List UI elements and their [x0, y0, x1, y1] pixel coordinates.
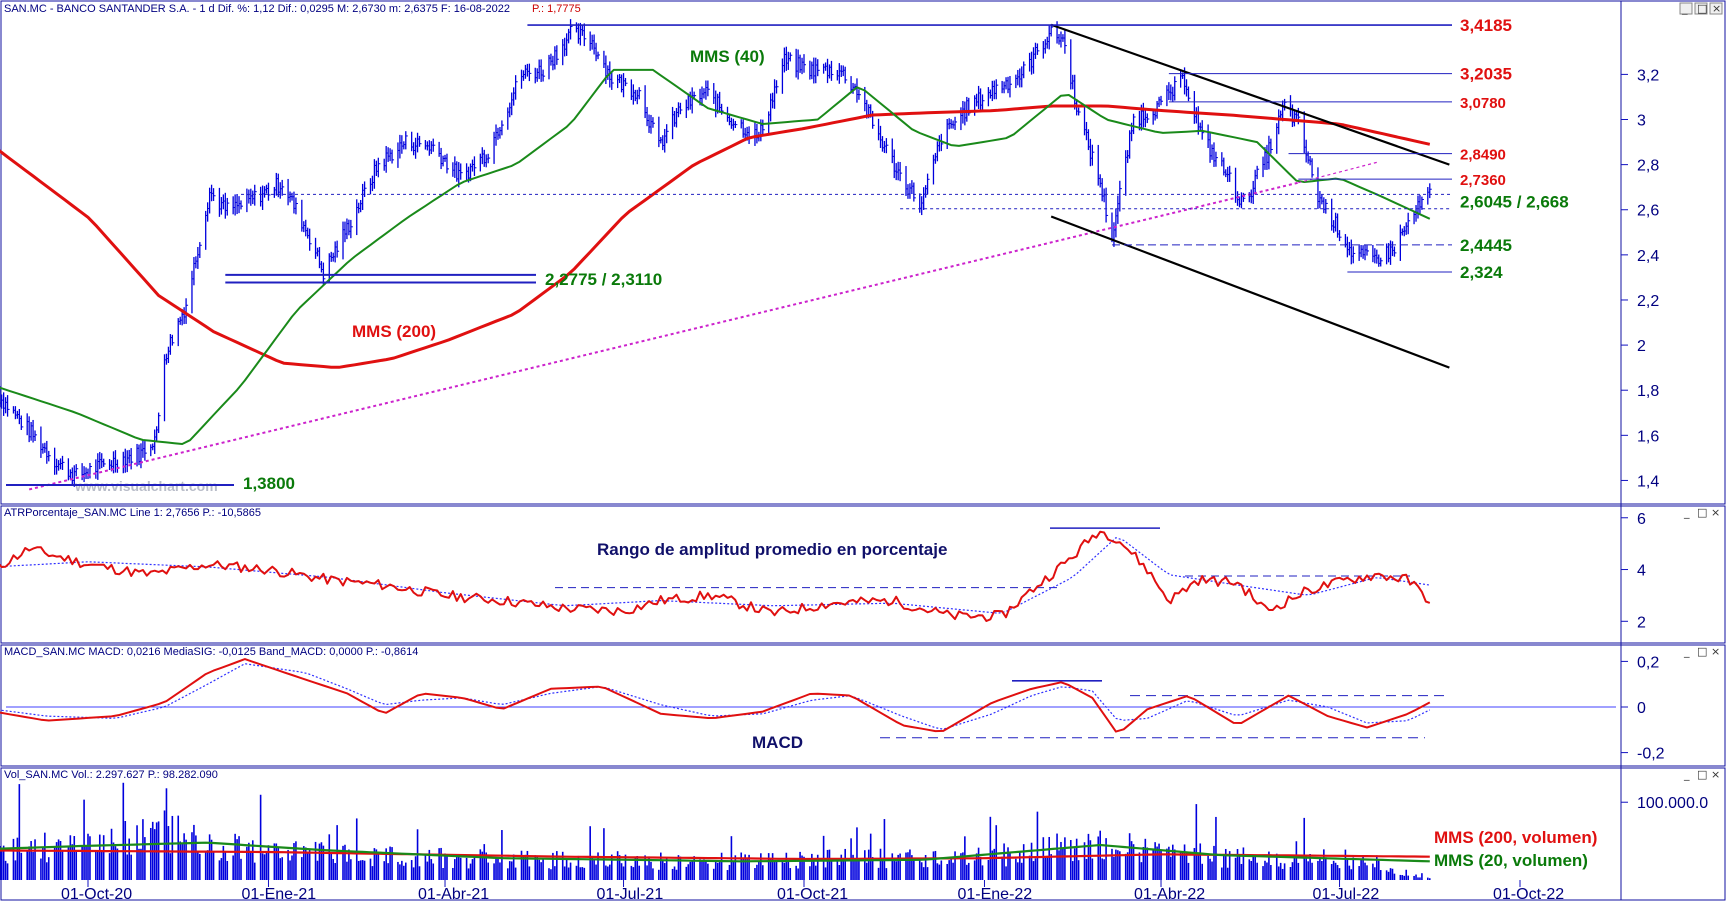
date-label-1: 01-Ene-21 — [241, 886, 316, 902]
level-label-2-8490: 2,8490 — [1460, 147, 1506, 164]
y-tick-label-8: 3 — [1637, 113, 1646, 130]
mms40-label: MMS (40) — [690, 47, 765, 66]
vol-mms200-line — [0, 849, 1430, 861]
macd-line — [0, 658, 1431, 733]
y-tick-label-1: 4 — [1637, 563, 1646, 580]
y-tick-label-0: -0,2 — [1637, 746, 1665, 763]
svg-text:□: □ — [1697, 2, 1707, 15]
svg-text:×: × — [1711, 768, 1720, 781]
atr-signal-line — [0, 537, 1430, 614]
date-axis: 01-Oct-20 01-Ene-21 01-Abr-21 01-Jul-21 01-O… — [61, 880, 1564, 902]
atr-line — [0, 530, 1431, 622]
svg-text:_: _ — [1683, 645, 1690, 658]
macd-window-buttons[interactable]: _ □ × — [1683, 645, 1720, 658]
y-tick-label-3: 2 — [1637, 338, 1646, 355]
macd-panel-header: MACD_SAN.MC MACD: 0,0216 MediaSIG: -0,01… — [4, 646, 418, 658]
svg-text:□: □ — [1697, 506, 1707, 519]
mms200-label: MMS (200) — [352, 322, 436, 341]
level-label-3-2035: 3,2035 — [1460, 65, 1512, 84]
level-label-3-0780: 3,0780 — [1460, 95, 1506, 112]
volume-window-buttons[interactable]: _ □ × — [1683, 768, 1720, 781]
volume-panel-header: Vol_SAN.MC Vol.: 2.297.627 P.: 98.282.09… — [4, 769, 218, 781]
svg-text:□: □ — [1697, 645, 1707, 658]
level-label-2-4445: 2,4445 — [1460, 236, 1512, 255]
price-panel: 1,4 1,6 1,8 2 2,2 2,4 2,6 2,8 3 3,2 3,4185 3,2035 3,… — [0, 16, 1659, 493]
vol-mms200-label: MMS (200, volumen) — [1434, 828, 1597, 847]
price-window-buttons[interactable]: _ □ × — [1679, 2, 1723, 15]
level-label-2-2775-2-3110: 2,2775 / 2,3110 — [545, 270, 662, 289]
level-label-2-7360: 2,7360 — [1460, 172, 1506, 189]
atr-panel-header: ATRPorcentaje_SAN.MC Line 1: 2,7656 P.: … — [4, 507, 261, 519]
y-tick-label-0: 2 — [1637, 614, 1646, 631]
date-label-0: 01-Oct-20 — [61, 886, 132, 902]
level-label-1-3800: 1,3800 — [243, 474, 295, 493]
level-label-3-4185: 3,4185 — [1460, 16, 1512, 35]
macd-panel: -0,2 0 0,2 — [0, 654, 1665, 763]
atr-window-buttons[interactable]: _ □ × — [1683, 506, 1720, 519]
vol-mms20-label: MMS (20, volumen) — [1434, 851, 1588, 870]
watermark: www.visualchart.com — [74, 478, 218, 494]
trendline-support — [28, 181, 1299, 491]
y-tick-label-2: 6 — [1637, 511, 1646, 528]
svg-text:_: _ — [1683, 768, 1690, 781]
svg-text:×: × — [1711, 506, 1720, 519]
y-tick-label-6: 2,6 — [1637, 203, 1659, 220]
svg-text:×: × — [1712, 2, 1721, 15]
y-tick-label-2: 0,2 — [1637, 654, 1659, 671]
atr-panel: 2 4 6 — [0, 511, 1646, 631]
price-panel-header-extra: P.: 1,7775 — [532, 3, 581, 15]
date-label-3: 01-Jul-21 — [597, 886, 664, 902]
y-tick-label-0: 1,4 — [1637, 473, 1659, 490]
volume-bars — [0, 782, 1431, 880]
level-label-2-324: 2,324 — [1460, 263, 1503, 282]
price-panel-header: SAN.MC - BANCO SANTANDER S.A. - 1 d Dif.… — [4, 3, 510, 15]
macd-signal-line — [0, 663, 1431, 730]
y-tick-label-9: 3,2 — [1637, 67, 1659, 84]
level-label-2-6045-2-668: 2,6045 / 2,668 — [1460, 193, 1569, 212]
macd-title: MACD — [752, 733, 803, 752]
y-tick-label-4: 2,2 — [1637, 293, 1659, 310]
mms40-line — [0, 68, 1431, 445]
y-tick-label-5: 2,4 — [1637, 248, 1659, 265]
vol-mms20-line — [0, 841, 1430, 863]
trendline-channel-upper — [1050, 23, 1450, 166]
date-label-4: 01-Oct-21 — [777, 886, 848, 902]
y-tick-label-1: 0 — [1637, 700, 1646, 717]
svg-text:×: × — [1711, 645, 1720, 658]
mms200-line — [0, 104, 1431, 369]
price-bars — [0, 19, 1432, 487]
date-label-2: 01-Abr-21 — [418, 886, 489, 902]
volume-panel: 100.000.0 — [0, 782, 1708, 880]
svg-text:_: _ — [1681, 2, 1688, 15]
y-tick-label-7: 2,8 — [1637, 158, 1659, 175]
y-tick-label-0: 100.000.0 — [1637, 795, 1708, 812]
date-label-5: 01-Ene-22 — [957, 886, 1032, 902]
svg-text:□: □ — [1697, 768, 1707, 781]
svg-text:_: _ — [1683, 506, 1690, 519]
date-label-7: 01-Jul-22 — [1313, 886, 1380, 902]
y-tick-label-1: 1,6 — [1637, 428, 1659, 445]
date-label-8: 01-Oct-22 — [1493, 886, 1564, 902]
date-label-6: 01-Abr-22 — [1134, 886, 1205, 902]
y-tick-label-2: 1,8 — [1637, 383, 1659, 400]
atr-title: Rango de amplitud promedio en porcentaje — [597, 540, 947, 559]
trendline-channel-lower — [1050, 215, 1450, 369]
